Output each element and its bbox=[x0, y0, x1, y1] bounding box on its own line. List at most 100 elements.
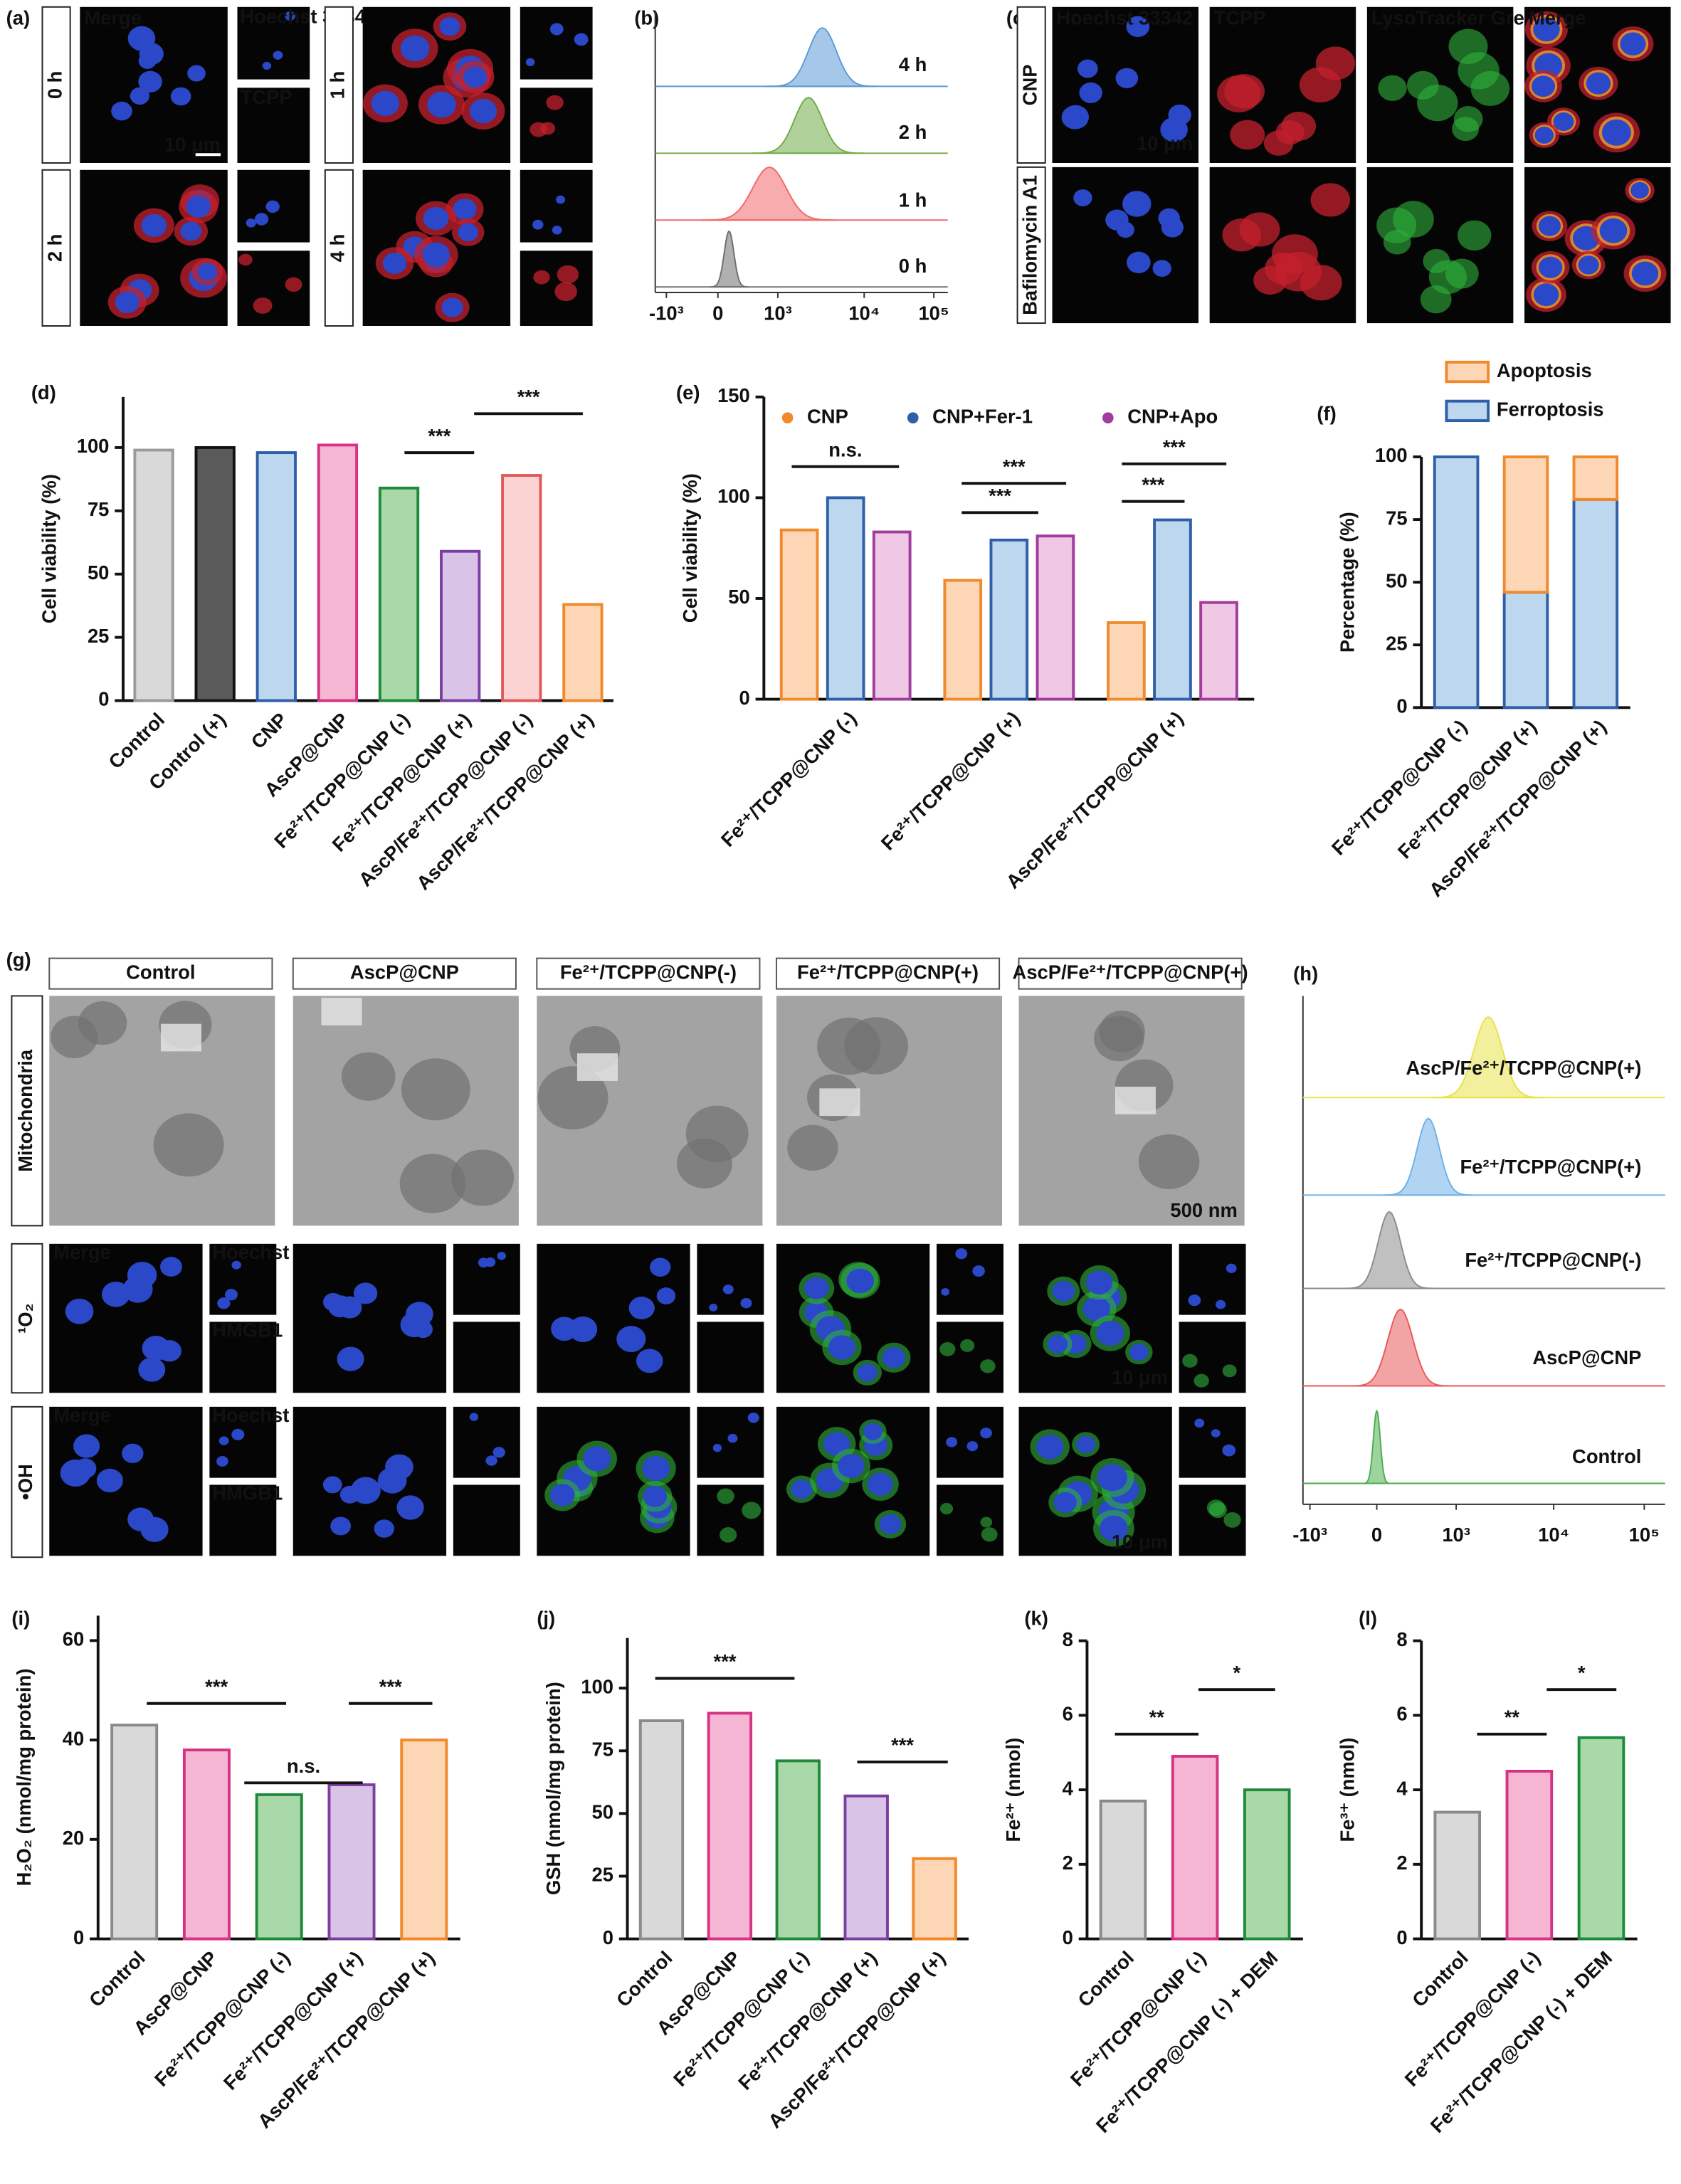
nucleus bbox=[642, 1455, 670, 1481]
micrograph bbox=[697, 1322, 764, 1393]
micrograph-detail bbox=[153, 1113, 224, 1177]
image-label: Merge bbox=[53, 1241, 111, 1263]
nucleus bbox=[485, 1257, 496, 1267]
nucleus bbox=[115, 291, 139, 313]
nucleus bbox=[1076, 1435, 1096, 1453]
x-tick-label: -10³ bbox=[1292, 1524, 1327, 1546]
nucleus bbox=[1085, 1270, 1113, 1295]
stain bbox=[533, 270, 550, 285]
row-label-box bbox=[41, 6, 71, 164]
nucleus bbox=[396, 1495, 424, 1520]
x-tick-label: Fe²⁺/TCPP@CNP (-) bbox=[150, 1946, 294, 2090]
nucleus bbox=[972, 1265, 985, 1277]
y-tick-label: 20 bbox=[63, 1827, 84, 1849]
panel-label: (e) bbox=[676, 381, 700, 403]
micrograph bbox=[237, 6, 310, 80]
y-tick-label: 6 bbox=[1063, 1703, 1073, 1725]
bar bbox=[775, 1759, 821, 1941]
legend-marker bbox=[1102, 412, 1114, 424]
micrograph bbox=[237, 88, 310, 164]
micrograph-detail bbox=[1094, 1015, 1144, 1062]
micrograph-detail bbox=[399, 1154, 466, 1213]
y-tick-label: 150 bbox=[717, 384, 750, 406]
nucleus bbox=[549, 1484, 575, 1507]
nucleus bbox=[1532, 75, 1556, 97]
stain bbox=[1222, 1364, 1237, 1378]
row-label-box bbox=[11, 995, 43, 1227]
stain bbox=[1275, 120, 1305, 145]
nucleus bbox=[525, 58, 535, 67]
legend-label: Ferroptosis bbox=[1497, 399, 1604, 421]
nucleus bbox=[569, 1317, 598, 1343]
micrograph bbox=[453, 1484, 520, 1556]
nucleus bbox=[649, 1257, 671, 1277]
nucleus bbox=[405, 1302, 433, 1327]
y-axis-label: H₂O₂ (nmol/mg protein) bbox=[13, 1669, 35, 1887]
panel-label: (j) bbox=[537, 1608, 555, 1630]
histogram-trace bbox=[766, 27, 878, 88]
legend-label: Apoptosis bbox=[1497, 359, 1592, 381]
group-header: Fe²⁺/TCPP@CNP(-) bbox=[560, 961, 737, 983]
panel-label: (d) bbox=[31, 381, 56, 403]
y-tick-label: 75 bbox=[1386, 507, 1407, 529]
micrograph-detail bbox=[341, 1052, 396, 1101]
nucleus bbox=[1630, 181, 1649, 199]
bar bbox=[1433, 1810, 1482, 1941]
row-label-box bbox=[11, 1405, 43, 1558]
micrograph bbox=[453, 1243, 520, 1315]
nucleus bbox=[1586, 72, 1611, 95]
nucleus bbox=[1077, 59, 1098, 78]
y-tick-label: 4 bbox=[1063, 1777, 1074, 1799]
nucleus bbox=[1226, 1263, 1237, 1273]
stain bbox=[1182, 1354, 1198, 1368]
stain bbox=[1393, 201, 1434, 238]
panel-label: (a) bbox=[6, 7, 30, 29]
significance-label: * bbox=[1233, 1662, 1241, 1684]
stain bbox=[1458, 52, 1500, 90]
stain bbox=[238, 253, 253, 266]
significance-label: *** bbox=[714, 1650, 737, 1672]
image-label: Hoechst 33342 bbox=[1056, 7, 1193, 29]
nucleus bbox=[955, 1248, 968, 1260]
nucleus bbox=[497, 1252, 507, 1260]
nucleus bbox=[656, 1287, 676, 1304]
micrograph bbox=[453, 1406, 520, 1478]
stain bbox=[557, 265, 579, 284]
nucleus bbox=[1578, 255, 1599, 275]
significance-label: *** bbox=[1142, 473, 1164, 495]
trace-label: Fe²⁺/TCPP@CNP(+) bbox=[1460, 1156, 1641, 1178]
stain bbox=[285, 277, 302, 292]
group-header-box bbox=[775, 957, 1001, 990]
nucleus bbox=[882, 1347, 906, 1368]
nucleus bbox=[265, 200, 280, 213]
nucleus bbox=[879, 1514, 902, 1534]
x-tick-label: Fe²⁺/TCPP@CNP (-) bbox=[1401, 1946, 1544, 2090]
nucleus bbox=[427, 91, 456, 118]
micrograph-detail bbox=[1138, 1134, 1200, 1189]
significance-label: n.s. bbox=[287, 1755, 320, 1777]
y-tick-label: 0 bbox=[98, 688, 109, 710]
group-header: AscP@CNP bbox=[350, 961, 459, 983]
nucleus bbox=[574, 33, 589, 46]
significance-label: ** bbox=[1149, 1706, 1165, 1729]
legend-label: CNP bbox=[807, 405, 848, 427]
nucleus bbox=[111, 101, 132, 121]
nucleus bbox=[1073, 189, 1092, 206]
x-tick-label: 10⁴ bbox=[848, 302, 880, 325]
bar-segment bbox=[1502, 591, 1549, 709]
x-tick-label: 10⁵ bbox=[918, 302, 949, 325]
nucleus bbox=[217, 1297, 231, 1309]
y-axis-label: GSH (nmol/mg protein) bbox=[542, 1682, 564, 1895]
stain bbox=[742, 1502, 762, 1519]
nucleus bbox=[330, 1516, 352, 1536]
histogram-trace bbox=[1383, 1117, 1473, 1196]
nucleus bbox=[285, 11, 295, 21]
bar bbox=[1243, 1788, 1291, 1941]
row-label-box bbox=[1016, 6, 1046, 164]
nucleus bbox=[1062, 105, 1089, 130]
nucleus bbox=[966, 1441, 979, 1452]
micrograph bbox=[1052, 167, 1199, 324]
nucleus bbox=[254, 213, 269, 226]
row-label: 4 h bbox=[327, 234, 349, 263]
y-axis-label: Fe²⁺ (nmol) bbox=[1002, 1738, 1024, 1842]
